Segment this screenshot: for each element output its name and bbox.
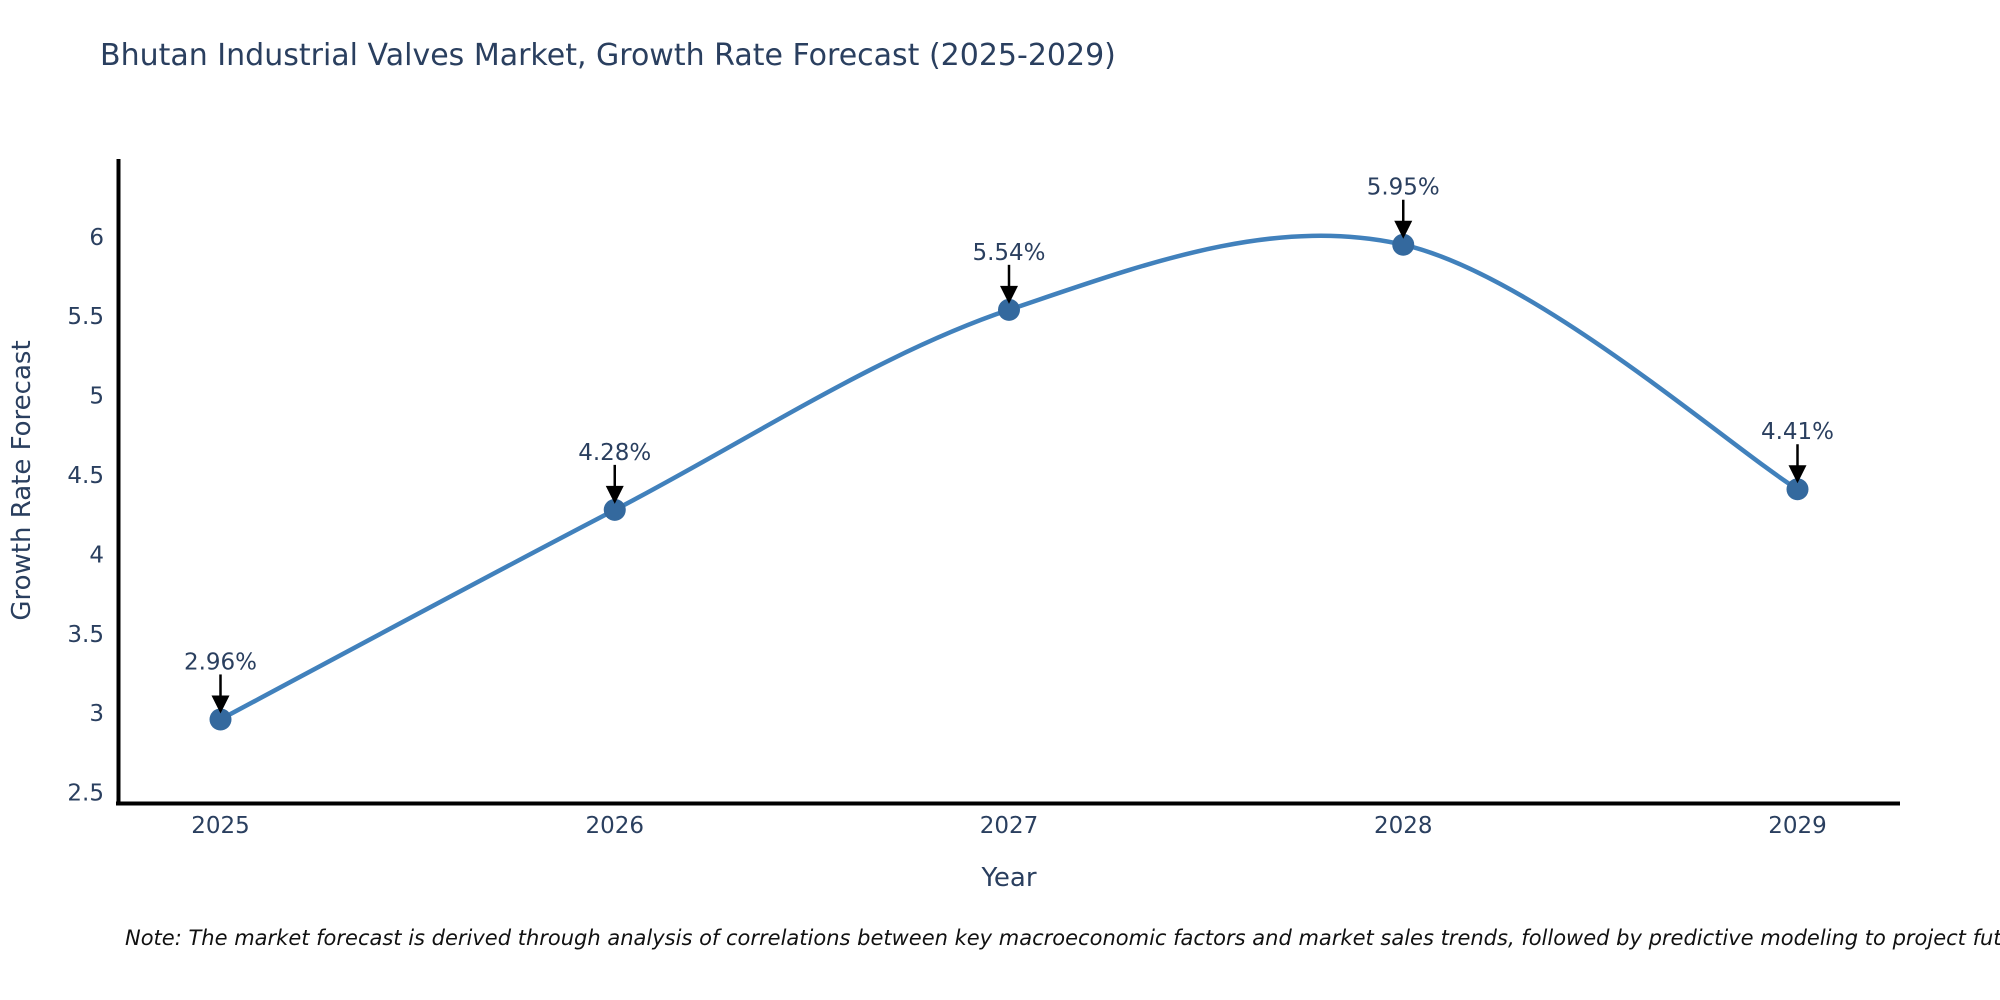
y-tick-label: 2.5 bbox=[67, 781, 104, 807]
data-point-marker bbox=[1786, 478, 1809, 501]
point-annotation-label: 5.95% bbox=[1367, 175, 1440, 201]
y-axis-title: Growth Rate Forecast bbox=[7, 340, 37, 620]
x-tick-label: 2026 bbox=[585, 813, 644, 839]
y-tick-label: 4 bbox=[89, 542, 104, 568]
chart-title: Bhutan Industrial Valves Market, Growth … bbox=[100, 38, 1116, 73]
point-annotation-label: 2.96% bbox=[184, 649, 257, 675]
annotation-arrow-head bbox=[1394, 220, 1413, 239]
annotation-arrow-head bbox=[1000, 285, 1018, 304]
x-tick-label: 2027 bbox=[980, 813, 1039, 839]
y-tick-label: 3.5 bbox=[67, 622, 104, 648]
x-tick-label: 2025 bbox=[191, 813, 250, 839]
y-tick-label: 4.5 bbox=[67, 463, 104, 489]
annotation-arrow-head bbox=[605, 485, 624, 504]
y-tick-label: 5 bbox=[89, 384, 104, 410]
x-tick-label: 2028 bbox=[1374, 813, 1433, 839]
annotation-arrow-head bbox=[211, 695, 230, 714]
point-annotation-label: 4.28% bbox=[578, 440, 651, 466]
x-tick-label: 2029 bbox=[1768, 813, 1827, 839]
y-tick-label: 3 bbox=[89, 701, 104, 727]
data-point-marker bbox=[209, 708, 232, 731]
point-annotation-label: 4.41% bbox=[1761, 419, 1834, 445]
y-tick-label: 6 bbox=[89, 225, 104, 251]
data-point-marker bbox=[998, 298, 1020, 321]
data-point-marker bbox=[1392, 233, 1415, 256]
data-point-marker bbox=[603, 498, 626, 521]
annotation-arrow-head bbox=[1788, 465, 1807, 484]
x-axis-title: Year bbox=[980, 863, 1036, 893]
point-annotation-label: 5.54% bbox=[972, 240, 1045, 266]
y-tick-label: 5.5 bbox=[67, 304, 104, 330]
chart-footnote: Note: The market forecast is derived thr… bbox=[125, 926, 2000, 950]
